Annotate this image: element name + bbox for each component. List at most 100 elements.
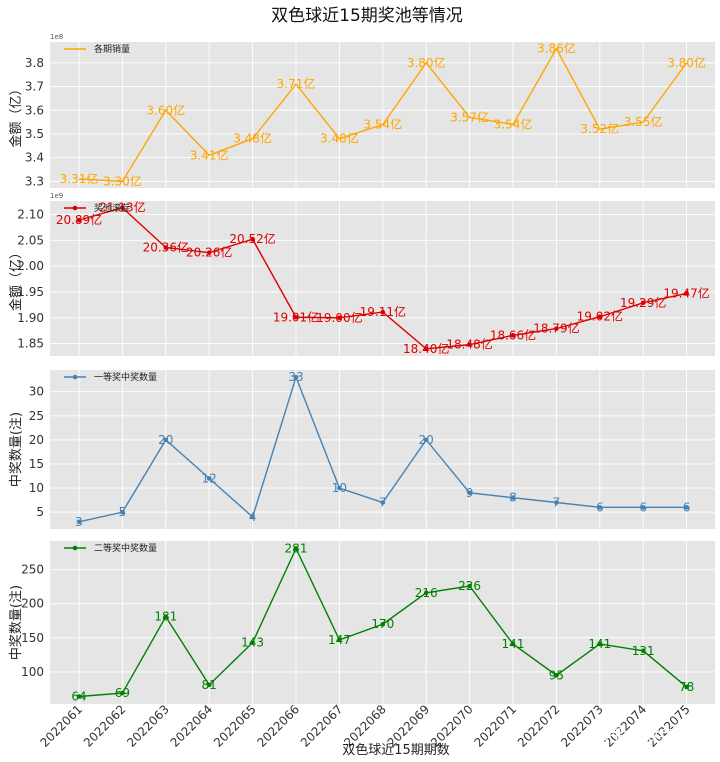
x-tick-label: 2022072 (515, 702, 563, 750)
data-label: 4 (249, 510, 257, 524)
y-axis-multiplier: 1e9 (50, 192, 63, 200)
x-tick-label: 2022071 (471, 702, 519, 750)
x-tick-label: 2022065 (211, 702, 259, 750)
x-tick-label: 2022062 (81, 702, 129, 750)
y-tick-label: 2.00 (17, 259, 44, 273)
data-label: 226 (458, 579, 481, 593)
data-label: 216 (415, 586, 438, 600)
data-label: 3.41亿 (190, 147, 229, 162)
data-point (250, 236, 255, 242)
legend-marker (72, 205, 78, 211)
data-label: 19.01亿 (273, 309, 319, 324)
y-axis-label: 中奖数量(注) (9, 412, 24, 487)
data-point (163, 245, 169, 250)
data-point (423, 590, 429, 596)
y-tick-label: 3.7 (25, 80, 44, 94)
y-tick-label: 3.8 (25, 56, 44, 70)
data-label: 33 (288, 370, 303, 384)
data-label: 6 (596, 500, 604, 514)
data-label: 3.30亿 (103, 173, 142, 188)
data-label: 20 (158, 433, 173, 447)
legend: 一等奖中奖数量 (64, 371, 157, 383)
data-label: 6 (683, 500, 691, 514)
data-label: 8 (509, 491, 517, 505)
watermark-text: 知乎 @数字故事 (594, 726, 704, 744)
data-label: 3.54亿 (363, 116, 402, 131)
data-label: 3.48亿 (233, 131, 272, 146)
data-label: 18.40亿 (403, 341, 449, 356)
y-tick-label: 3.6 (25, 103, 44, 117)
data-label: 18.79亿 (533, 321, 579, 336)
data-point (640, 300, 646, 306)
data-label: 3.80亿 (407, 55, 446, 70)
data-point (380, 621, 386, 627)
data-point (293, 546, 299, 551)
data-label: 3.80亿 (667, 55, 706, 70)
data-point (597, 641, 603, 647)
data-label: 131 (632, 644, 655, 658)
data-label: 20.52亿 (229, 231, 275, 246)
series-line (78, 47, 688, 183)
data-label: 141 (502, 637, 525, 651)
x-tick-label: 2022066 (254, 702, 302, 750)
y-tick-label: 1.90 (17, 311, 44, 325)
data-point (510, 641, 516, 647)
legend: 奖池滚存 (64, 202, 130, 214)
data-point (163, 614, 169, 620)
data-point (640, 505, 646, 510)
data-point (120, 509, 125, 515)
chart-panel-3: 5 10 15 20 25 30 中奖数量(注) 3 5 20 12 4 33 10 7 20 9 8 7 6 6 6 一等… (9, 370, 715, 529)
data-point (206, 682, 212, 688)
data-point (206, 250, 212, 255)
data-label: 20.36亿 (143, 240, 189, 255)
data-point (250, 640, 255, 645)
data-label: 3.60亿 (146, 102, 185, 117)
legend-label: 奖池滚存 (94, 202, 130, 214)
legend-marker (72, 545, 78, 551)
y-tick-label: 1.95 (17, 285, 44, 299)
y-axis-label: 中奖数量(注) (9, 585, 24, 660)
data-point (206, 476, 212, 481)
data-label: 20 (419, 433, 434, 447)
y-tick-label: 5 (36, 505, 44, 519)
data-label: 147 (328, 633, 351, 647)
data-label: 81 (202, 678, 217, 692)
data-point (554, 326, 559, 331)
legend: 二等奖中奖数量 (64, 542, 157, 554)
legend-marker (72, 374, 78, 380)
y-tick-label: 100 (21, 665, 44, 679)
data-label: 5 (119, 505, 127, 519)
chart-panel-4: 100 150 200 250 中奖数量(注) 64 69 181 81 143 281 147 170… (9, 541, 715, 704)
data-point (337, 637, 342, 643)
data-point (640, 648, 646, 654)
data-point (76, 217, 82, 223)
data-label: 10 (332, 481, 347, 495)
y-tick-label: 2.05 (17, 233, 44, 247)
data-label: 7 (379, 496, 387, 510)
x-tick-label: 2022063 (124, 702, 172, 750)
chart-panel-2: 1.85 1.90 1.95 2.00 2.05 2.10 1e9 金额（亿） 20.89亿21… (8, 192, 715, 356)
data-point (467, 583, 472, 589)
y-axis-label: 金额（亿） (8, 82, 24, 147)
data-point (250, 514, 255, 520)
y-axis-multiplier: 1e8 (50, 33, 63, 41)
y-tick-label: 30 (29, 385, 44, 399)
data-point (684, 684, 689, 690)
data-point (337, 315, 342, 321)
data-label: 64 (71, 689, 86, 703)
data-label: 3.86亿 (537, 41, 576, 56)
data-point (120, 205, 125, 211)
data-label: 3.31亿 (60, 171, 99, 186)
data-point (467, 490, 472, 496)
data-point (467, 342, 472, 347)
y-tick-label: 15 (29, 457, 44, 471)
x-tick-label: 2022061 (37, 702, 85, 750)
y-tick-label: 2.10 (17, 207, 44, 221)
data-point (684, 291, 689, 296)
y-tick-label: 1.85 (17, 337, 44, 351)
y-tick-label: 250 (21, 563, 44, 577)
data-point (163, 437, 169, 443)
data-point (337, 485, 342, 491)
y-tick-label: 150 (21, 631, 44, 645)
